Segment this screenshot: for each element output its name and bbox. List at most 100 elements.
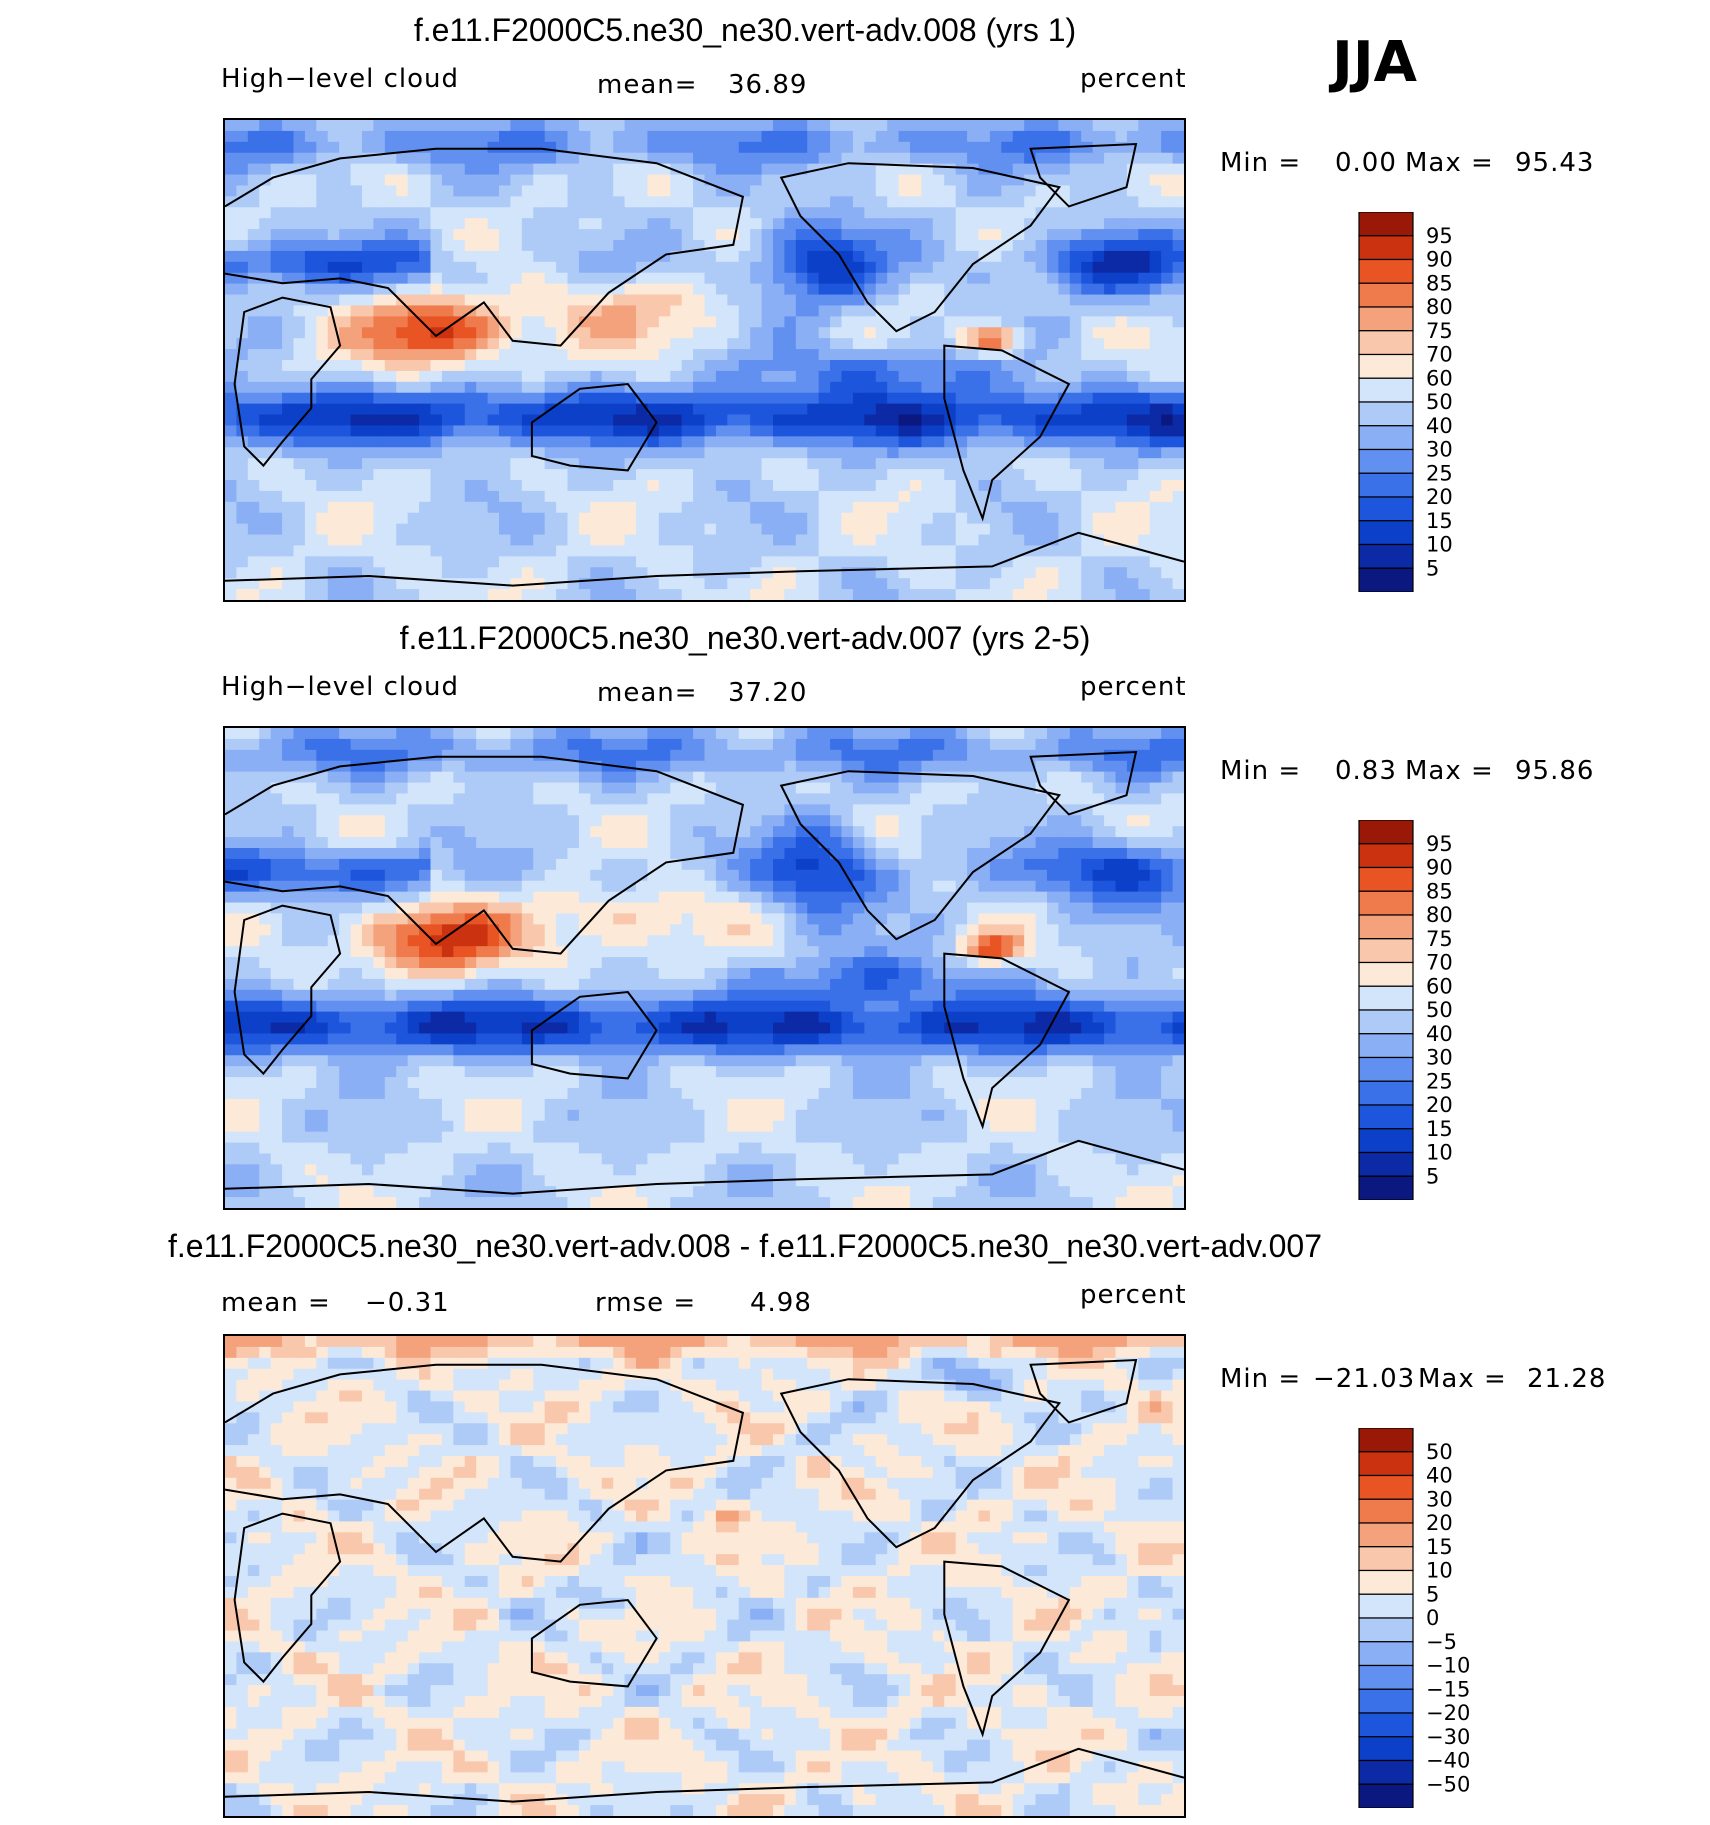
colorbar-tick-label: 40 (1426, 1464, 1453, 1488)
panel-3-max-value: 21.28 (1527, 1364, 1607, 1394)
colorbar-box (1358, 820, 1414, 845)
coastline (1029, 1358, 1138, 1424)
colorbar-box (1358, 282, 1414, 308)
colorbar-tick-label: −10 (1426, 1654, 1470, 1678)
panel-1-variable-label: High−level cloud (221, 64, 460, 94)
colorbar-tick-label: 60 (1426, 974, 1453, 998)
colorbar-box (1358, 1522, 1414, 1548)
colorbar-box (1358, 472, 1414, 498)
colorbar-tick-label: 95 (1426, 832, 1453, 856)
panel-2-variable-label: High−level cloud (221, 672, 460, 702)
colorbar-box (1358, 843, 1414, 869)
panel-2-min-value: 0.83 (1335, 756, 1397, 786)
colorbar-tick-label: 5 (1426, 1164, 1439, 1188)
panel-3-min-value: −21.03 (1313, 1364, 1416, 1394)
panel-1-min-label: Min = (1220, 148, 1302, 178)
panel-3-min-label: Min = (1220, 1364, 1302, 1394)
panel-1-mean-value: 36.89 (728, 70, 808, 100)
colorbar-tick-label: −15 (1426, 1677, 1470, 1701)
colorbar-box (1358, 567, 1414, 592)
colorbar-tick-label: −50 (1426, 1772, 1470, 1796)
colorbar-box (1358, 938, 1414, 964)
panel-2-map (223, 726, 1186, 1210)
colorbar-box (1358, 1175, 1414, 1200)
colorbar-tick-label: 85 (1426, 271, 1453, 295)
panel-2-mean-value: 37.20 (728, 678, 808, 708)
colorbar-tick-label: 40 (1426, 1022, 1453, 1046)
coastline (530, 1598, 658, 1688)
colorbar-tick-label: 10 (1426, 533, 1453, 557)
coastline (225, 531, 1184, 587)
colorbar-box (1358, 1783, 1414, 1808)
colorbar-tick-label: 20 (1426, 1511, 1453, 1535)
coastline (1029, 750, 1138, 816)
colorbar-tick-label: 25 (1426, 1069, 1453, 1093)
colorbar-box (1358, 866, 1414, 892)
colorbar-box (1358, 306, 1414, 332)
colorbar-box (1358, 1569, 1414, 1595)
colorbar-tick-label: 5 (1426, 1582, 1439, 1606)
contour-fill (225, 728, 1184, 1208)
colorbar-box (1358, 1104, 1414, 1130)
coastline (779, 1378, 1062, 1549)
coastline (225, 1139, 1184, 1195)
colorbar-box (1358, 1033, 1414, 1059)
colorbar-box (1358, 496, 1414, 522)
colorbar-box (1358, 1451, 1414, 1477)
colorbar-box (1358, 1664, 1414, 1690)
colorbar-tick-label: 50 (1426, 1440, 1453, 1464)
colorbar-box (1358, 1546, 1414, 1572)
colorbar-tick-label: 95 (1426, 224, 1453, 248)
colorbar-tick-label: 85 (1426, 879, 1453, 903)
coastline (530, 990, 658, 1080)
colorbar-tick-label: 75 (1426, 927, 1453, 951)
coastline (233, 296, 342, 468)
colorbar-box (1358, 353, 1414, 379)
coastline (233, 904, 342, 1076)
panel-2-mean-label: mean= (597, 678, 698, 708)
panel-2-max-label: Max = (1405, 756, 1494, 786)
panel-1-map (223, 118, 1186, 602)
panel-1-min-value: 0.00 (1335, 148, 1397, 178)
colorbar-tick-label: −20 (1426, 1701, 1470, 1725)
colorbar-tick-label: 30 (1426, 438, 1453, 462)
coastline (779, 162, 1062, 333)
panel-3-map (223, 1334, 1186, 1818)
panel-1-colorbar: 95 90 85 80 75 70 60 50 40 30 25 20 15 10 5 (1358, 212, 1478, 592)
colorbar-tick-label: 15 (1426, 1535, 1453, 1559)
colorbar-tick-label: 70 (1426, 343, 1453, 367)
colorbar-tick-label: 10 (1426, 1141, 1453, 1165)
panel-1-max-label: Max = (1405, 148, 1494, 178)
coastline (943, 952, 1071, 1130)
season-label: JJA (1332, 30, 1418, 95)
colorbar-box (1358, 890, 1414, 916)
colorbar-tick-label: 80 (1426, 295, 1453, 319)
panel-1-units: percent (1080, 64, 1187, 94)
colorbar-box (1358, 1688, 1414, 1714)
contour-fill (225, 120, 1184, 600)
colorbar-tick-label: 90 (1426, 248, 1453, 272)
colorbar-box (1358, 1641, 1414, 1667)
colorbar-tick-label: 90 (1426, 856, 1453, 880)
coastline (779, 770, 1062, 941)
panel-3-mean-label: mean = (221, 1288, 331, 1318)
colorbar-box (1358, 961, 1414, 987)
coastline (225, 147, 745, 347)
colorbar-box (1358, 330, 1414, 356)
colorbar-box (1358, 1617, 1414, 1643)
colorbar-box (1358, 1428, 1414, 1453)
colorbar-box (1358, 401, 1414, 427)
coastline (530, 382, 658, 472)
colorbar-tick-label: 5 (1426, 556, 1439, 580)
colorbar-box (1358, 520, 1414, 546)
colorbar-tick-label: 75 (1426, 319, 1453, 343)
colorbar-tick-label: 40 (1426, 414, 1453, 438)
panel-2-title: f.e11.F2000C5.ne30_ne30.vert-adv.007 (yr… (399, 620, 1091, 656)
colorbar-box (1358, 1498, 1414, 1524)
panel-1-mean-label: mean= (597, 70, 698, 100)
colorbar-box (1358, 1593, 1414, 1619)
panel-3-mean-value: −0.31 (365, 1288, 450, 1318)
colorbar-box (1358, 377, 1414, 403)
colorbar-box (1358, 1759, 1414, 1785)
panel-3-rmse-value: 4.98 (750, 1288, 812, 1318)
